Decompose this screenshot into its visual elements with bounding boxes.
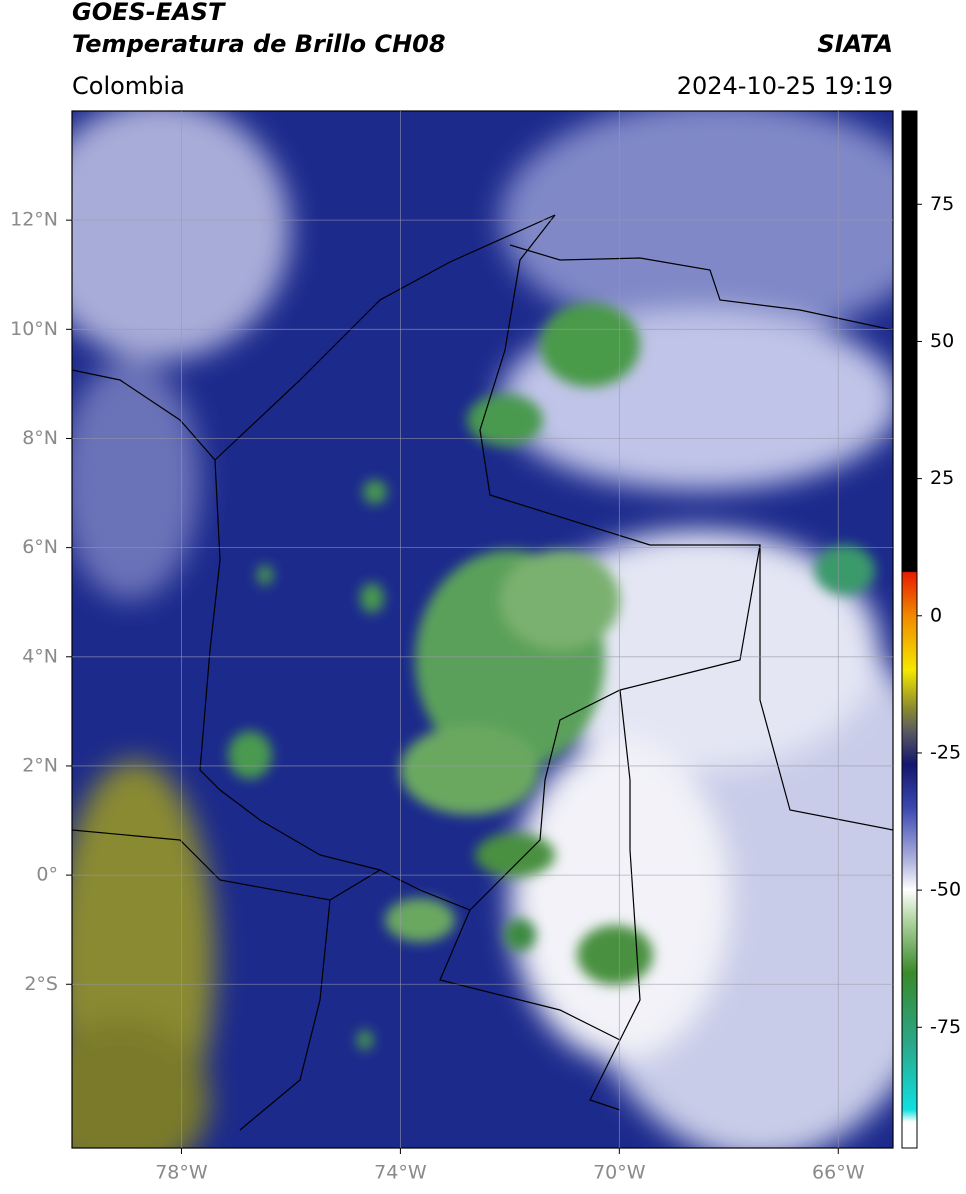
colorbar-tick-label: -50 [930, 879, 961, 901]
y-tick-label: 4°N [22, 645, 58, 667]
y-tick-label: 12°N [10, 209, 58, 231]
source: SIATA [817, 30, 893, 58]
y-tick-label: 10°N [10, 318, 58, 340]
x-tick-label: 66°W [812, 1162, 865, 1184]
y-tick-label: 2°N [22, 754, 58, 776]
x-tick-label: 78°W [155, 1162, 208, 1184]
satellite-image [72, 111, 893, 1148]
colorbar-tick-label: 75 [930, 193, 954, 215]
y-tick-label: 8°N [22, 427, 58, 449]
y-tick-label: 0° [36, 864, 58, 886]
colorbar-tick-label: -75 [930, 1016, 961, 1038]
colorbar-tick-label: 50 [930, 330, 954, 352]
datetime: 2024-10-25 19:19 [677, 72, 893, 100]
colorbar [901, 110, 918, 1149]
x-tick-label: 70°W [593, 1162, 646, 1184]
title: GOES-EAST [72, 0, 226, 26]
colorbar-tick-label: 0 [930, 604, 942, 626]
region: Colombia [72, 72, 185, 100]
subtitle: Temperatura de Brillo CH08 [72, 30, 446, 58]
colorbar-tick-label: -25 [930, 741, 961, 763]
x-tick-label: 74°W [374, 1162, 427, 1184]
map-frame [71, 110, 894, 1149]
y-tick-label: 2°S [24, 973, 58, 995]
colorbar-tick-label: 25 [930, 467, 954, 489]
y-tick-label: 6°N [22, 536, 58, 558]
